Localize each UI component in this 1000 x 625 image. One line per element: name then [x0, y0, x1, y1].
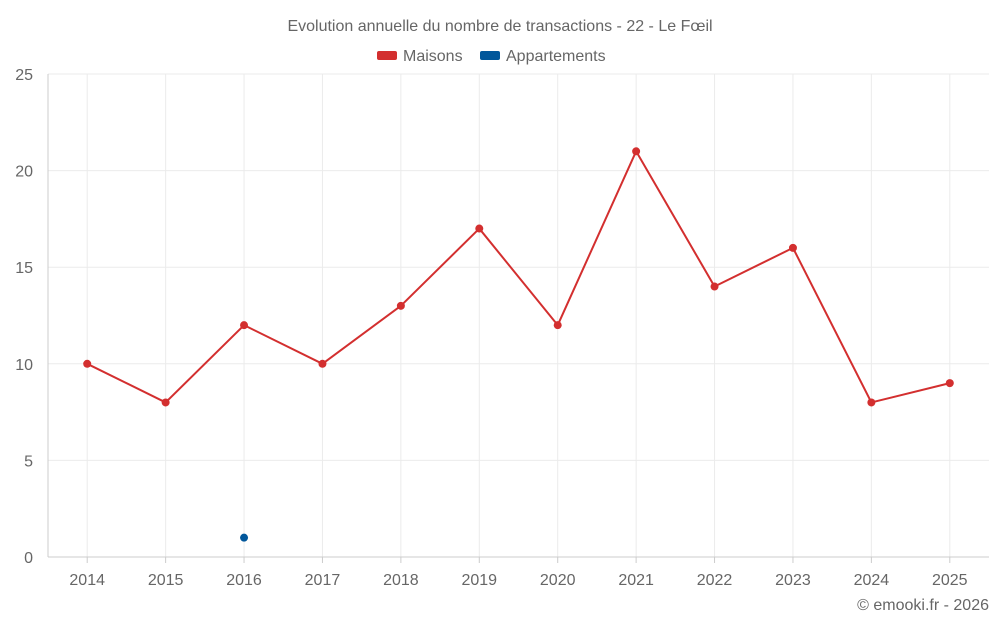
x-tick-label: 2024: [854, 572, 890, 589]
data-point-maisons[interactable]: [83, 359, 92, 368]
x-tick-label: 2021: [618, 572, 654, 589]
x-tick-label: 2014: [69, 572, 105, 589]
series-appartements: [240, 533, 249, 542]
x-tick-label: 2023: [775, 572, 811, 589]
data-point-maisons[interactable]: [632, 147, 641, 156]
legend-item-appartements[interactable]: Appartements: [480, 48, 606, 65]
x-tick-label: 2015: [148, 572, 184, 589]
legend-label-maisons: Maisons: [403, 48, 463, 65]
series: [83, 147, 954, 542]
data-point-appartements[interactable]: [240, 533, 249, 542]
data-point-maisons[interactable]: [788, 243, 797, 252]
y-tick-label: 20: [15, 164, 33, 181]
legend-label-appartements: Appartements: [506, 48, 606, 65]
x-tick-label: 2022: [697, 572, 733, 589]
legend: Maisons Appartements: [377, 48, 606, 65]
x-tick-label: 2025: [932, 572, 968, 589]
credit-text: © emooki.fr - 2026: [857, 597, 989, 614]
series-line-maisons: [86, 150, 951, 404]
x-tick-label: 2017: [305, 572, 341, 589]
x-tick-label: 2020: [540, 572, 576, 589]
x-tick-label: 2018: [383, 572, 419, 589]
data-point-maisons[interactable]: [161, 398, 170, 407]
legend-swatch-appartements: [480, 51, 500, 60]
y-tick-label: 25: [15, 67, 33, 84]
data-point-maisons[interactable]: [240, 321, 249, 330]
series-maisons: [83, 147, 954, 407]
y-tick-label: 0: [24, 550, 33, 567]
data-point-maisons[interactable]: [553, 321, 562, 330]
x-tick-label: 2019: [461, 572, 497, 589]
legend-item-maisons[interactable]: Maisons: [377, 48, 463, 65]
y-tick-label: 5: [24, 453, 33, 470]
data-point-maisons[interactable]: [945, 379, 954, 388]
y-tick-label: 10: [15, 357, 33, 374]
y-tick-label: 15: [15, 260, 33, 277]
chart-title: Evolution annuelle du nombre de transact…: [287, 18, 712, 35]
data-point-maisons[interactable]: [867, 398, 876, 407]
data-point-maisons[interactable]: [475, 224, 484, 233]
data-point-maisons[interactable]: [318, 359, 327, 368]
legend-swatch-maisons: [377, 51, 397, 60]
data-point-maisons[interactable]: [710, 282, 719, 291]
data-point-maisons[interactable]: [396, 301, 405, 310]
x-tick-label: 2016: [226, 572, 262, 589]
grid: [48, 73, 989, 557]
